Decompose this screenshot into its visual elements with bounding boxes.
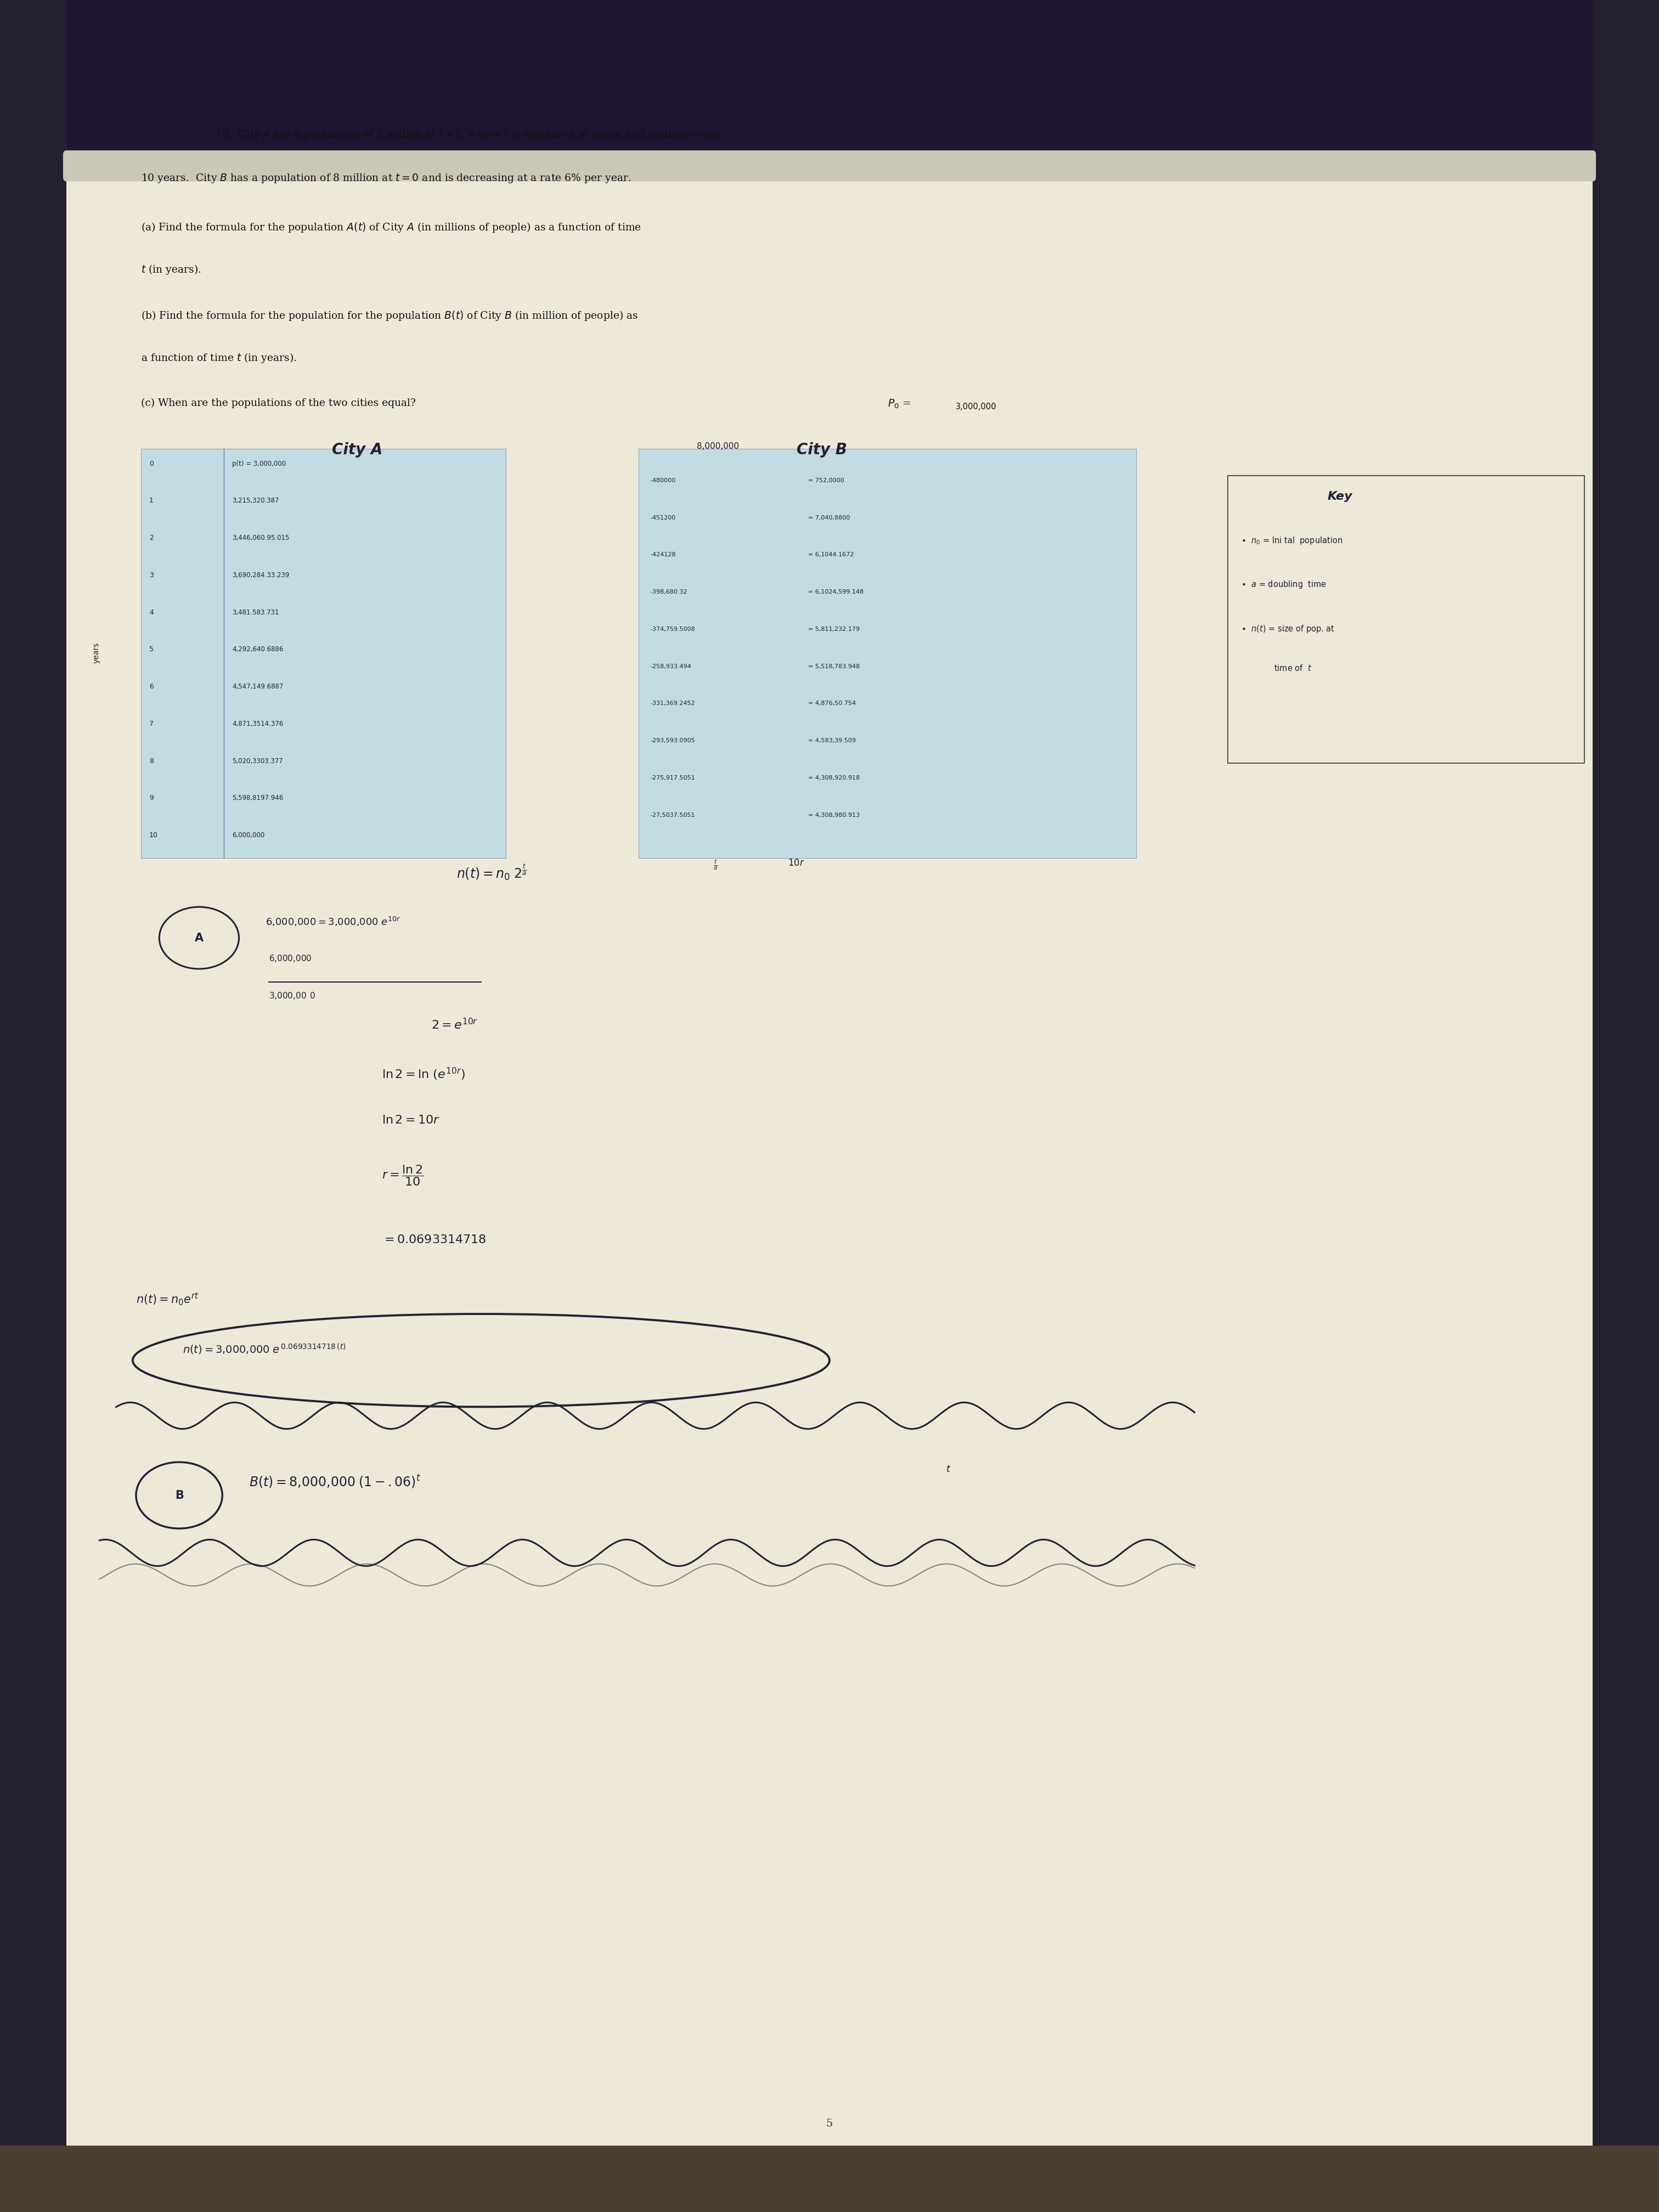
FancyBboxPatch shape — [63, 150, 1596, 181]
Text: $\ln 2 = 10r$: $\ln 2 = 10r$ — [382, 1115, 440, 1126]
Text: = 6,1024,599.148: = 6,1024,599.148 — [808, 588, 863, 595]
Text: = 4,308,920.918: = 4,308,920.918 — [808, 774, 859, 781]
Text: 8: 8 — [149, 757, 154, 765]
Text: -480000: -480000 — [650, 478, 675, 482]
Text: p(t) = 3,000,000: p(t) = 3,000,000 — [232, 460, 285, 467]
Text: 1: 1 — [149, 498, 154, 504]
Text: 3,446,060.95.015: 3,446,060.95.015 — [232, 535, 289, 542]
Text: $r = \dfrac{\ln 2}{10}$: $r = \dfrac{\ln 2}{10}$ — [382, 1164, 423, 1188]
Text: 5: 5 — [826, 2119, 833, 2128]
Text: 0: 0 — [149, 460, 154, 467]
Text: $n(t) = 3{,}000{,}000 \; e^{\,0.0693314718\,(t)}$: $n(t) = 3{,}000{,}000 \; e^{\,0.06933147… — [182, 1343, 345, 1356]
Text: 5,598,8197.946: 5,598,8197.946 — [232, 794, 284, 801]
Text: $6{,}000{,}000 = 3{,}000{,}000 \; e^{10r}$: $6{,}000{,}000 = 3{,}000{,}000 \; e^{10r… — [265, 916, 400, 927]
Text: $\ln 2 = \ln\,(e^{10r})$: $\ln 2 = \ln\,(e^{10r})$ — [382, 1066, 465, 1082]
Text: -451200: -451200 — [650, 515, 675, 520]
Text: $2 = e^{10r}$: $2 = e^{10r}$ — [431, 1018, 478, 1031]
Text: $n(t) = n_0 e^{rt}$: $n(t) = n_0 e^{rt}$ — [136, 1292, 199, 1307]
Text: $t$: $t$ — [946, 1464, 951, 1473]
Text: -27,5037.5051: -27,5037.5051 — [650, 812, 695, 818]
Text: $3{,}000{,}00\;\,0$: $3{,}000{,}00\;\,0$ — [269, 991, 315, 1000]
Text: -331,369.2452: -331,369.2452 — [650, 701, 695, 706]
Text: 6: 6 — [149, 684, 154, 690]
Text: (b) Find the formula for the population for the population $B(t)$ of City $\it{B: (b) Find the formula for the population … — [141, 310, 639, 323]
Text: City B: City B — [796, 442, 846, 458]
Text: = 7,040,8800: = 7,040,8800 — [808, 515, 849, 520]
Text: -398,680.32: -398,680.32 — [650, 588, 687, 595]
Text: 10 years.  City $\it{B}$ has a population of 8 million at $t = 0$ and is decreas: 10 years. City $\it{B}$ has a population… — [141, 173, 630, 184]
Text: $B(t) = 8{,}000{,}000\;(1 - .06)^t$: $B(t) = 8{,}000{,}000\;(1 - .06)^t$ — [249, 1473, 421, 1489]
Bar — [0, 0, 1659, 177]
Text: years: years — [93, 641, 100, 664]
Text: 3,481.583.731: 3,481.583.731 — [232, 608, 279, 615]
Text: -424128: -424128 — [650, 553, 675, 557]
Text: B: B — [174, 1491, 184, 1500]
Text: $10r$: $10r$ — [788, 858, 805, 867]
Text: = 6,1044.1672: = 6,1044.1672 — [808, 553, 854, 557]
Text: $\bullet$  $a$ = doubling  time: $\bullet$ $a$ = doubling time — [1241, 580, 1327, 591]
Text: 8,000,000: 8,000,000 — [697, 442, 740, 451]
Bar — [1593, 0, 1659, 2212]
Text: 4,871,3514.376: 4,871,3514.376 — [232, 721, 284, 728]
Text: (a) Find the formula for the population $A(t)$ of City $\it{A}$ (in millions of : (a) Find the formula for the population … — [141, 221, 642, 234]
Text: 5: 5 — [149, 646, 154, 653]
Text: = 4,583,39.509: = 4,583,39.509 — [808, 739, 856, 743]
Bar — [1228, 476, 1584, 763]
Text: City A: City A — [332, 442, 383, 458]
Text: -293,593.0905: -293,593.0905 — [650, 739, 695, 743]
Text: 5,020,3303.377: 5,020,3303.377 — [232, 757, 284, 765]
Text: 6,000,000: 6,000,000 — [232, 832, 265, 838]
Text: $\bullet$  $n(t)$ = size of pop. at: $\bullet$ $n(t)$ = size of pop. at — [1241, 624, 1335, 635]
Text: 2: 2 — [149, 535, 154, 542]
Text: -258,933.494: -258,933.494 — [650, 664, 692, 668]
Text: A: A — [194, 933, 204, 942]
Text: $\frac{t}{a}$: $\frac{t}{a}$ — [713, 858, 718, 872]
Text: 9: 9 — [149, 794, 154, 801]
Text: 4,292,640.6886: 4,292,640.6886 — [232, 646, 284, 653]
Text: $P_0$ =: $P_0$ = — [888, 398, 911, 409]
Text: 4: 4 — [149, 608, 154, 615]
Text: $t$ (in years).: $t$ (in years). — [141, 263, 201, 276]
Text: 10.  City $\it{A}$ has a population of 3 million at $t = 0$, where $t$ is measur: 10. City $\it{A}$ has a population of 3 … — [216, 128, 722, 139]
Text: $= 0.0693314718$: $= 0.0693314718$ — [382, 1234, 486, 1245]
Text: 3,000,000: 3,000,000 — [956, 403, 997, 411]
Text: -374,759.5008: -374,759.5008 — [650, 626, 695, 633]
Bar — [0, 0, 66, 2212]
Text: = 4,308,980.913: = 4,308,980.913 — [808, 812, 859, 818]
Text: -275,917.5051: -275,917.5051 — [650, 774, 695, 781]
Text: 3: 3 — [149, 571, 154, 580]
Text: $\bullet$  $n_0$ = Ini tal  population: $\bullet$ $n_0$ = Ini tal population — [1241, 535, 1342, 546]
Text: 3,215,320.387: 3,215,320.387 — [232, 498, 279, 504]
Bar — [639, 449, 1136, 858]
Text: 7: 7 — [149, 721, 154, 728]
Bar — [0, 2146, 1659, 2212]
Text: $n(t) = n_0 \; 2^{\frac{t}{a}}$: $n(t) = n_0 \; 2^{\frac{t}{a}}$ — [456, 863, 528, 883]
Text: Key: Key — [1327, 491, 1352, 502]
Text: $6{,}000{,}000$: $6{,}000{,}000$ — [269, 953, 312, 962]
Text: a function of time $t$ (in years).: a function of time $t$ (in years). — [141, 352, 297, 365]
Text: = 5,518,783.948: = 5,518,783.948 — [808, 664, 859, 668]
Text: time of  $t$: time of $t$ — [1274, 664, 1312, 672]
Text: 3,690,284.33.239: 3,690,284.33.239 — [232, 571, 289, 580]
Text: = 752,0000: = 752,0000 — [808, 478, 844, 482]
Text: = 4,876,50.754: = 4,876,50.754 — [808, 701, 856, 706]
Text: = 5,811,232.179: = 5,811,232.179 — [808, 626, 859, 633]
Text: (c) When are the populations of the two cities equal?: (c) When are the populations of the two … — [141, 398, 416, 409]
Text: 4,547,149.6887: 4,547,149.6887 — [232, 684, 284, 690]
Text: 10: 10 — [149, 832, 158, 838]
Bar — [141, 449, 506, 858]
